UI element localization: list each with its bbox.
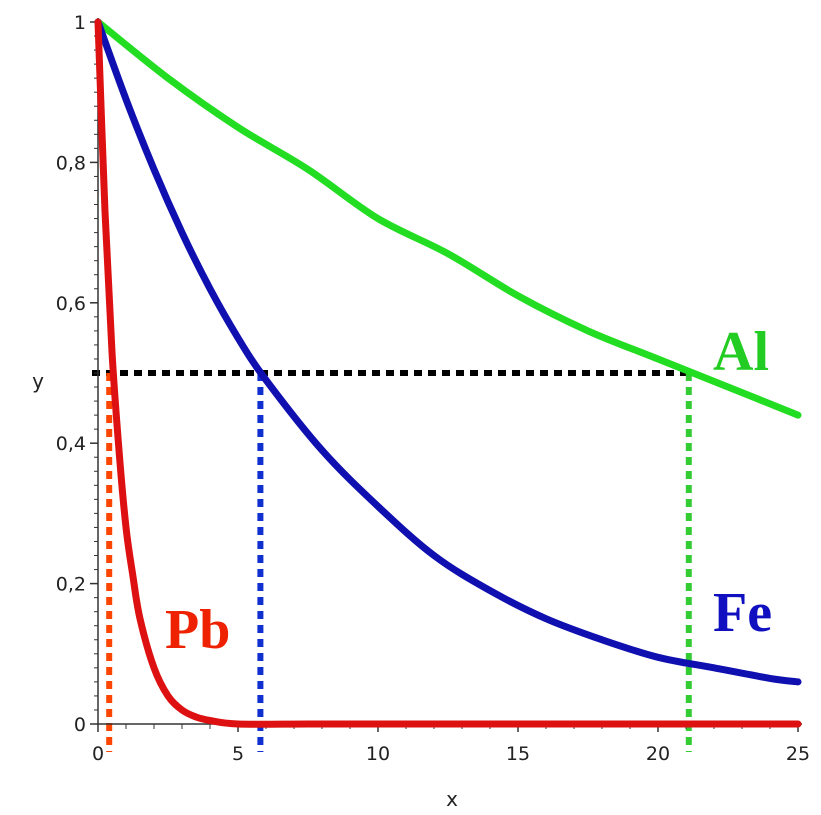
y-axis-ticks: 0 0,2 0,4 0,6 0,8 1: [56, 12, 98, 736]
x-tick-label: 25: [786, 743, 810, 765]
y-tick-label: 0: [74, 714, 86, 736]
x-tick-label: 0: [92, 743, 104, 765]
y-tick-label: 0,2: [56, 574, 86, 596]
x-tick-label: 15: [506, 743, 530, 765]
y-axis-minor-ticks: [94, 35, 98, 711]
y-tick-label: 1: [74, 12, 86, 34]
annotation-al: Al: [713, 321, 769, 383]
series-line-fe: [94, 18, 802, 686]
series-line-pb: [94, 18, 802, 728]
y-tick-label: 0,4: [56, 433, 86, 455]
y-tick-label: 0,8: [56, 152, 86, 174]
annotation-pb: Pb: [165, 599, 230, 661]
reference-lines: [92, 370, 692, 752]
y-tick-label: 0,6: [56, 293, 86, 315]
y-axis-label: y: [32, 369, 44, 393]
x-tick-label: 5: [232, 743, 244, 765]
series-lines: [94, 18, 802, 728]
x-axis-label: x: [446, 787, 458, 811]
series-annotations: Al Fe Pb: [165, 321, 772, 661]
annotation-fe: Fe: [713, 582, 772, 644]
x-tick-label: 20: [646, 743, 670, 765]
x-tick-label: 10: [366, 743, 390, 765]
series-line-al: [94, 18, 802, 419]
x-axis-ticks: 0 5 10 15 20 25: [92, 724, 810, 765]
